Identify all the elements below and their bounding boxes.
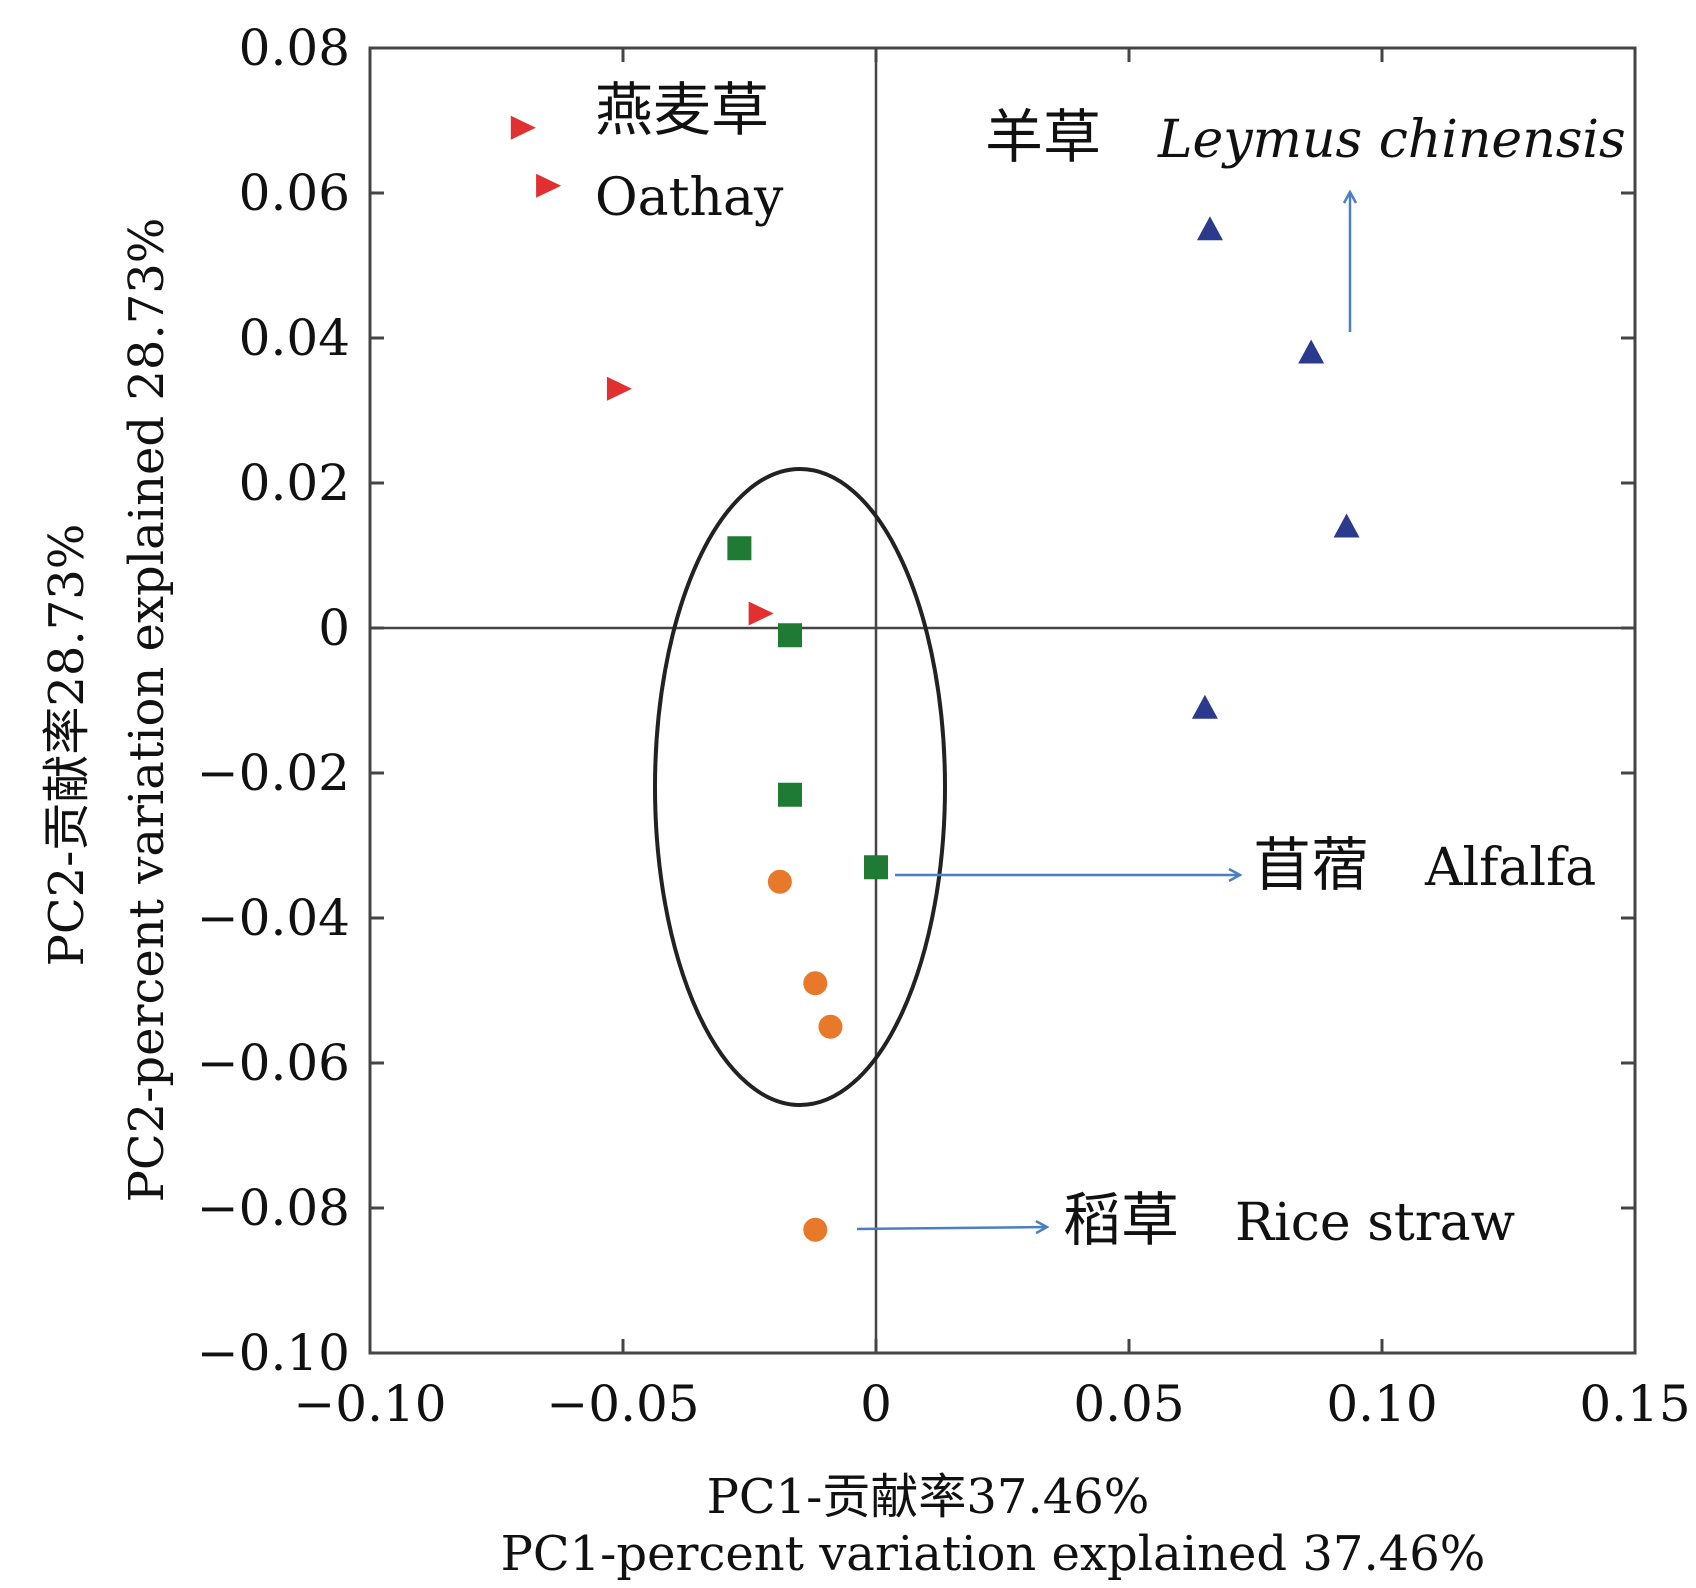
point-triangle-right [748, 601, 774, 626]
series-alfalfa [727, 536, 888, 880]
x-tick-label: −0.10 [293, 1375, 446, 1433]
label-alfalfa-cn: 苜蓿 [1253, 831, 1369, 899]
point-triangle-up [1298, 339, 1325, 364]
label-leymus-en: Leymus chinensis [1157, 110, 1626, 170]
cluster-ellipse [653, 467, 947, 1107]
y-tick-label: 0 [318, 599, 350, 657]
point-circle [803, 1217, 828, 1242]
point-circle [767, 869, 792, 894]
point-triangle-up [1196, 216, 1223, 241]
x-tick-label: 0.10 [1326, 1375, 1437, 1433]
point-triangle-right [510, 115, 536, 140]
axis-ticks [368, 46, 1637, 1355]
label-rice-en: Rice straw [1235, 1193, 1515, 1253]
y-axis-title-en: PC2-percent variation explained 28.73% [119, 218, 175, 1203]
y-tick-label: 0.04 [239, 309, 350, 367]
x-tick-label: 0.15 [1579, 1375, 1690, 1433]
y-tick-label: −0.10 [197, 1324, 350, 1382]
series-oathay [510, 115, 774, 626]
y-tick-label: −0.08 [197, 1179, 350, 1237]
point-square [727, 536, 752, 561]
y-tick-label: −0.02 [197, 744, 350, 802]
y-tick-label: 0.08 [239, 19, 350, 77]
series-rice-straw [767, 869, 843, 1242]
y-tick-label: −0.06 [197, 1034, 350, 1092]
label-leymus-cn: 羊草 [985, 103, 1101, 171]
series-leymus-chinensis [1191, 216, 1360, 719]
x-axis-title-en: PC1-percent variation explained 37.46% [501, 1526, 1486, 1582]
point-circle [818, 1014, 843, 1039]
plot-frame [368, 46, 1637, 1355]
point-triangle-up [1333, 513, 1360, 538]
point-circle [803, 971, 828, 996]
point-triangle-up [1191, 694, 1218, 719]
x-axis-title-cn: PC1-贡献率37.46% [707, 1469, 1150, 1525]
point-triangle-right [606, 376, 632, 401]
rice-arrow [856, 1227, 1047, 1229]
tick-labels: −0.10 −0.05 0 0.05 0.10 0.15 0.08 0.06 0.04 0.02 0… [197, 19, 1691, 1433]
point-square [777, 623, 802, 648]
point-square [864, 855, 888, 880]
point-triangle-right [536, 173, 562, 198]
y-axis-title-cn: PC2-贡献率28.73% [39, 524, 95, 967]
x-tick-label: 0.05 [1073, 1375, 1184, 1433]
label-rice-cn: 稻草 [1063, 1186, 1179, 1254]
y-tick-label: 0.06 [239, 164, 350, 222]
y-tick-label: 0.02 [239, 454, 350, 512]
zero-lines [370, 48, 1635, 1353]
y-tick-label: −0.04 [197, 889, 350, 947]
label-oathay-cn: 燕麦草 [595, 76, 769, 144]
label-oathay-en: Oathay [595, 168, 784, 228]
x-tick-label: −0.05 [546, 1375, 699, 1433]
x-tick-label: 0 [860, 1375, 892, 1433]
point-square [777, 782, 802, 807]
data-points [510, 115, 1360, 1242]
label-alfalfa-en: Alfalfa [1424, 838, 1596, 898]
